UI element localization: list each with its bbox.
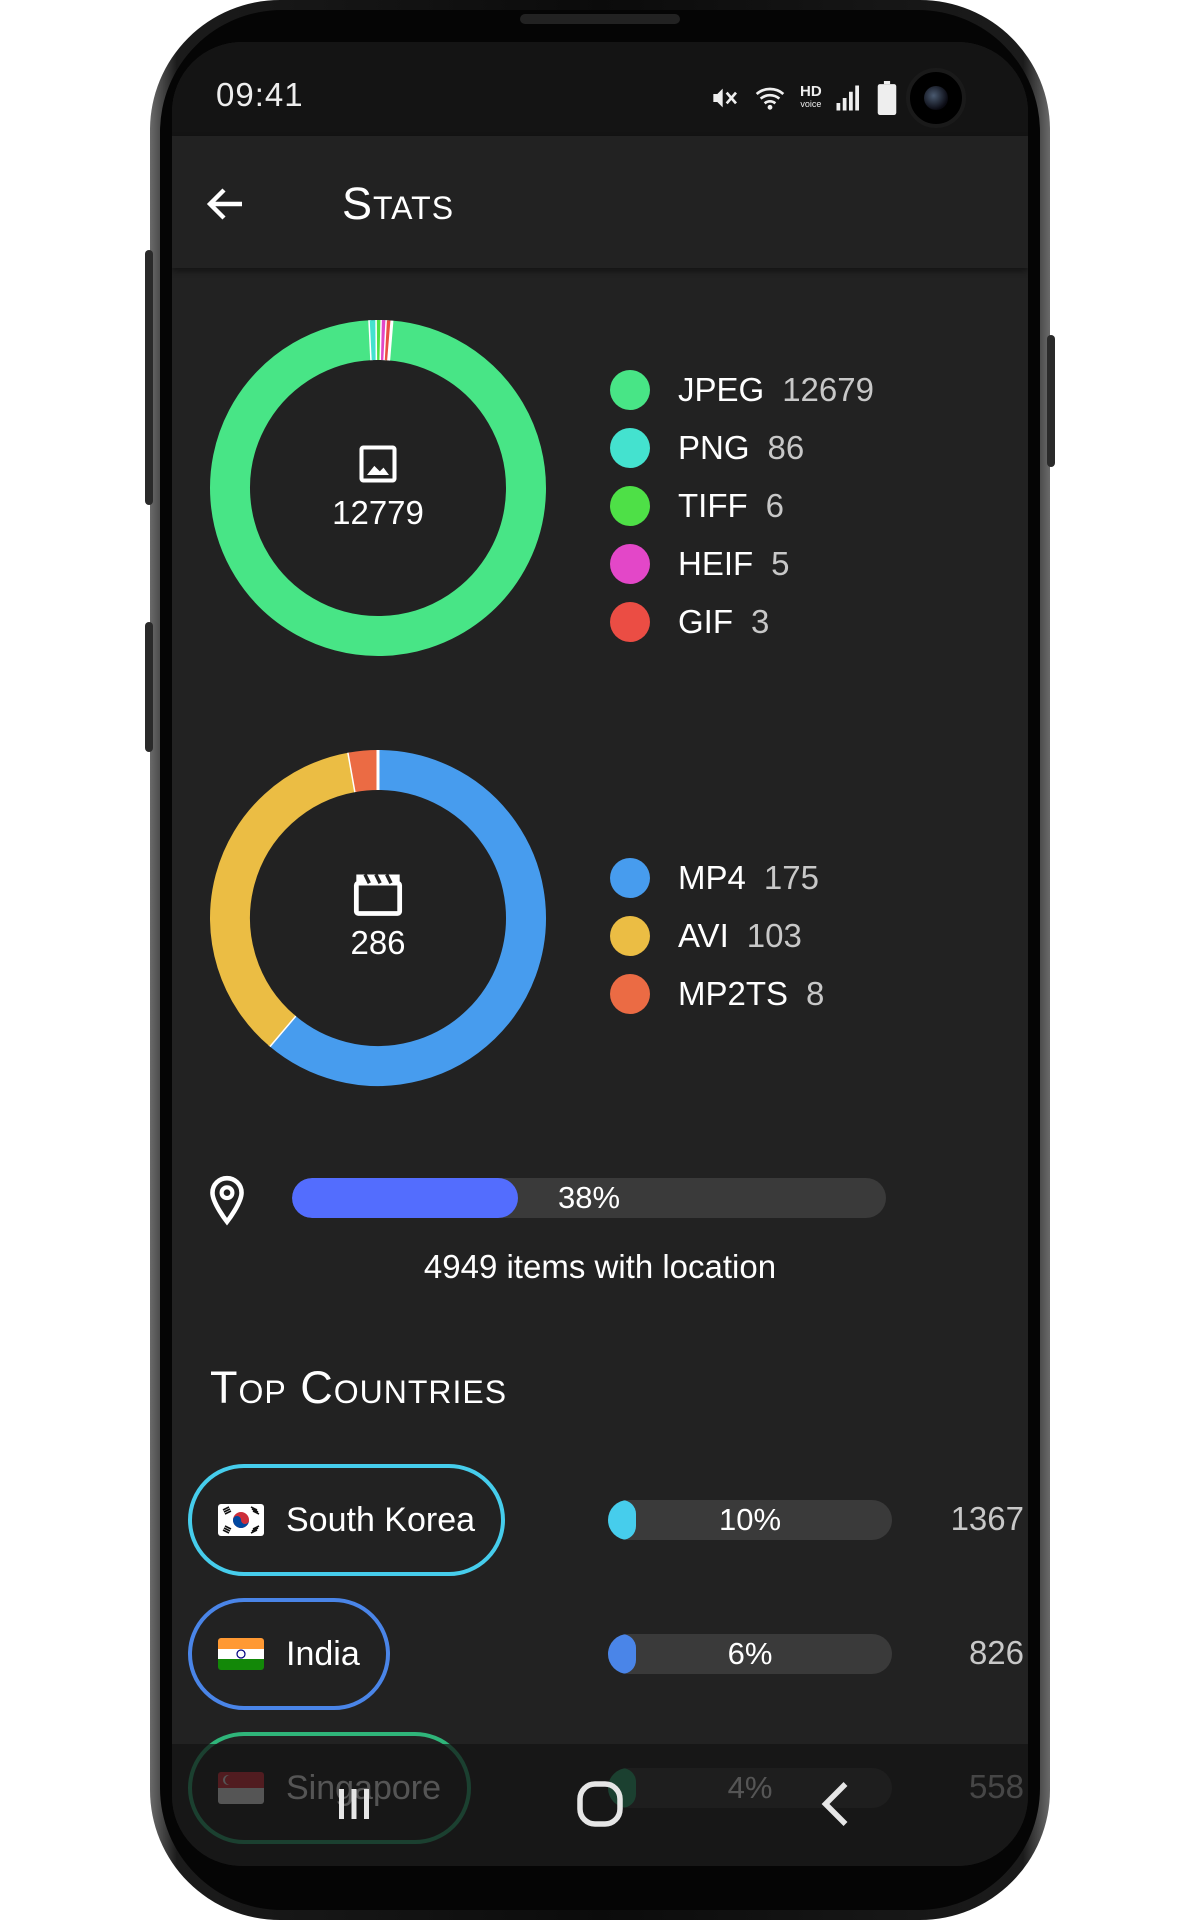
legend-color-dot <box>610 974 650 1014</box>
legend-item-heif: HEIF 5 <box>610 542 790 586</box>
donut-segment-mp4 <box>269 750 546 1086</box>
back-arrow-icon[interactable] <box>202 180 250 228</box>
location-progress-bar: 38% <box>292 1178 886 1218</box>
legend-item-avi: AVI 103 <box>610 914 802 958</box>
legend-color-dot <box>610 916 650 956</box>
signal-icon <box>836 85 859 111</box>
legend-count: 86 <box>767 429 805 466</box>
location-percent: 38% <box>557 1180 621 1215</box>
country-percent: 10% <box>718 1502 782 1537</box>
legend-label: MP4 <box>678 859 746 896</box>
country-progress-bar: 6% <box>608 1634 892 1674</box>
country-chip-india[interactable]: India <box>188 1598 390 1710</box>
status-bar: 09:41 HD voice <box>172 42 1028 136</box>
location-items-text: 4949 items with location <box>423 1248 777 1285</box>
status-icons: HD voice <box>708 78 898 118</box>
legend-count: 6 <box>765 487 785 524</box>
legend-item-jpeg: JPEG 12679 <box>610 368 874 412</box>
home-icon[interactable] <box>570 1774 630 1834</box>
system-navigation-bar <box>172 1744 1028 1866</box>
video-total: 286 <box>350 924 406 961</box>
country-progress-fill <box>608 1634 636 1674</box>
country-name: South Korea <box>286 1500 476 1539</box>
image-type-donut-chart <box>210 319 546 656</box>
legend-label: JPEG <box>678 371 765 408</box>
legend-color-dot <box>610 544 650 584</box>
country-percent: 6% <box>727 1636 773 1671</box>
status-time: 09:41 <box>216 76 304 113</box>
legend-label: HEIF <box>678 545 754 582</box>
location-pin-icon <box>210 1175 244 1226</box>
donut-separator <box>387 320 394 361</box>
battery-icon <box>877 81 896 115</box>
earpiece-speaker <box>520 14 680 24</box>
wifi-icon <box>755 87 785 110</box>
screen: 09:41 HD voice Stats 12779 JPEG 12679 PNG 86… <box>172 42 1028 1866</box>
legend-count: 175 <box>763 859 819 896</box>
country-progress-fill <box>608 1500 637 1540</box>
legend-count: 3 <box>751 603 770 640</box>
legend-count: 8 <box>806 975 825 1012</box>
video-type-donut-chart <box>210 750 546 1086</box>
back-icon[interactable] <box>808 1774 868 1834</box>
country-count: 826 <box>968 1634 1024 1671</box>
south-korea-flag-icon <box>218 1504 264 1536</box>
legend-color-dot <box>610 858 650 898</box>
legend-item-gif: GIF 3 <box>610 600 769 644</box>
legend-color-dot <box>610 486 650 526</box>
front-camera <box>906 68 966 128</box>
app-bar: Stats <box>172 136 1028 268</box>
image-icon <box>359 445 397 483</box>
recent-apps-icon[interactable] <box>324 1774 384 1834</box>
legend-count: 12679 <box>782 371 874 408</box>
top-countries-title: Top Countries <box>210 1362 508 1413</box>
legend-label: TIFF <box>678 487 748 524</box>
legend-count: 103 <box>746 917 802 954</box>
legend-label: AVI <box>678 917 729 954</box>
legend-item-png: PNG 86 <box>610 426 804 470</box>
movie-icon <box>353 873 403 916</box>
hd-label: HD <box>800 83 822 100</box>
donut-segment-jpeg <box>210 320 546 656</box>
legend-color-dot <box>610 370 650 410</box>
power-button <box>1047 335 1055 467</box>
legend-item-tiff: TIFF 6 <box>610 484 784 528</box>
country-progress-bar: 10% <box>608 1500 892 1540</box>
legend-color-dot <box>610 602 650 642</box>
india-flag-icon <box>218 1638 264 1670</box>
image-total: 12779 <box>332 494 424 531</box>
country-name: India <box>286 1634 360 1673</box>
country-chip-south-korea[interactable]: South Korea <box>188 1464 506 1576</box>
volume-button <box>145 250 153 505</box>
mute-icon <box>713 88 738 108</box>
legend-color-dot <box>610 428 650 468</box>
hd-sublabel: voice <box>800 99 822 109</box>
bixby-button <box>145 622 153 752</box>
donut-segment-mp2ts <box>348 750 379 793</box>
legend-label: PNG <box>678 429 750 466</box>
legend-label: MP2TS <box>678 975 789 1012</box>
country-count: 1367 <box>950 1500 1024 1537</box>
legend-item-mp2ts: MP2TS 8 <box>610 972 824 1016</box>
legend-item-mp4: MP4 175 <box>610 856 819 900</box>
legend-label: GIF <box>678 603 733 640</box>
hd-voice-icon: HD voice <box>800 83 822 111</box>
legend-count: 5 <box>771 545 790 582</box>
location-progress-fill <box>292 1178 518 1218</box>
page-title: Stats <box>342 178 455 229</box>
donut-segment-avi <box>210 752 356 1047</box>
